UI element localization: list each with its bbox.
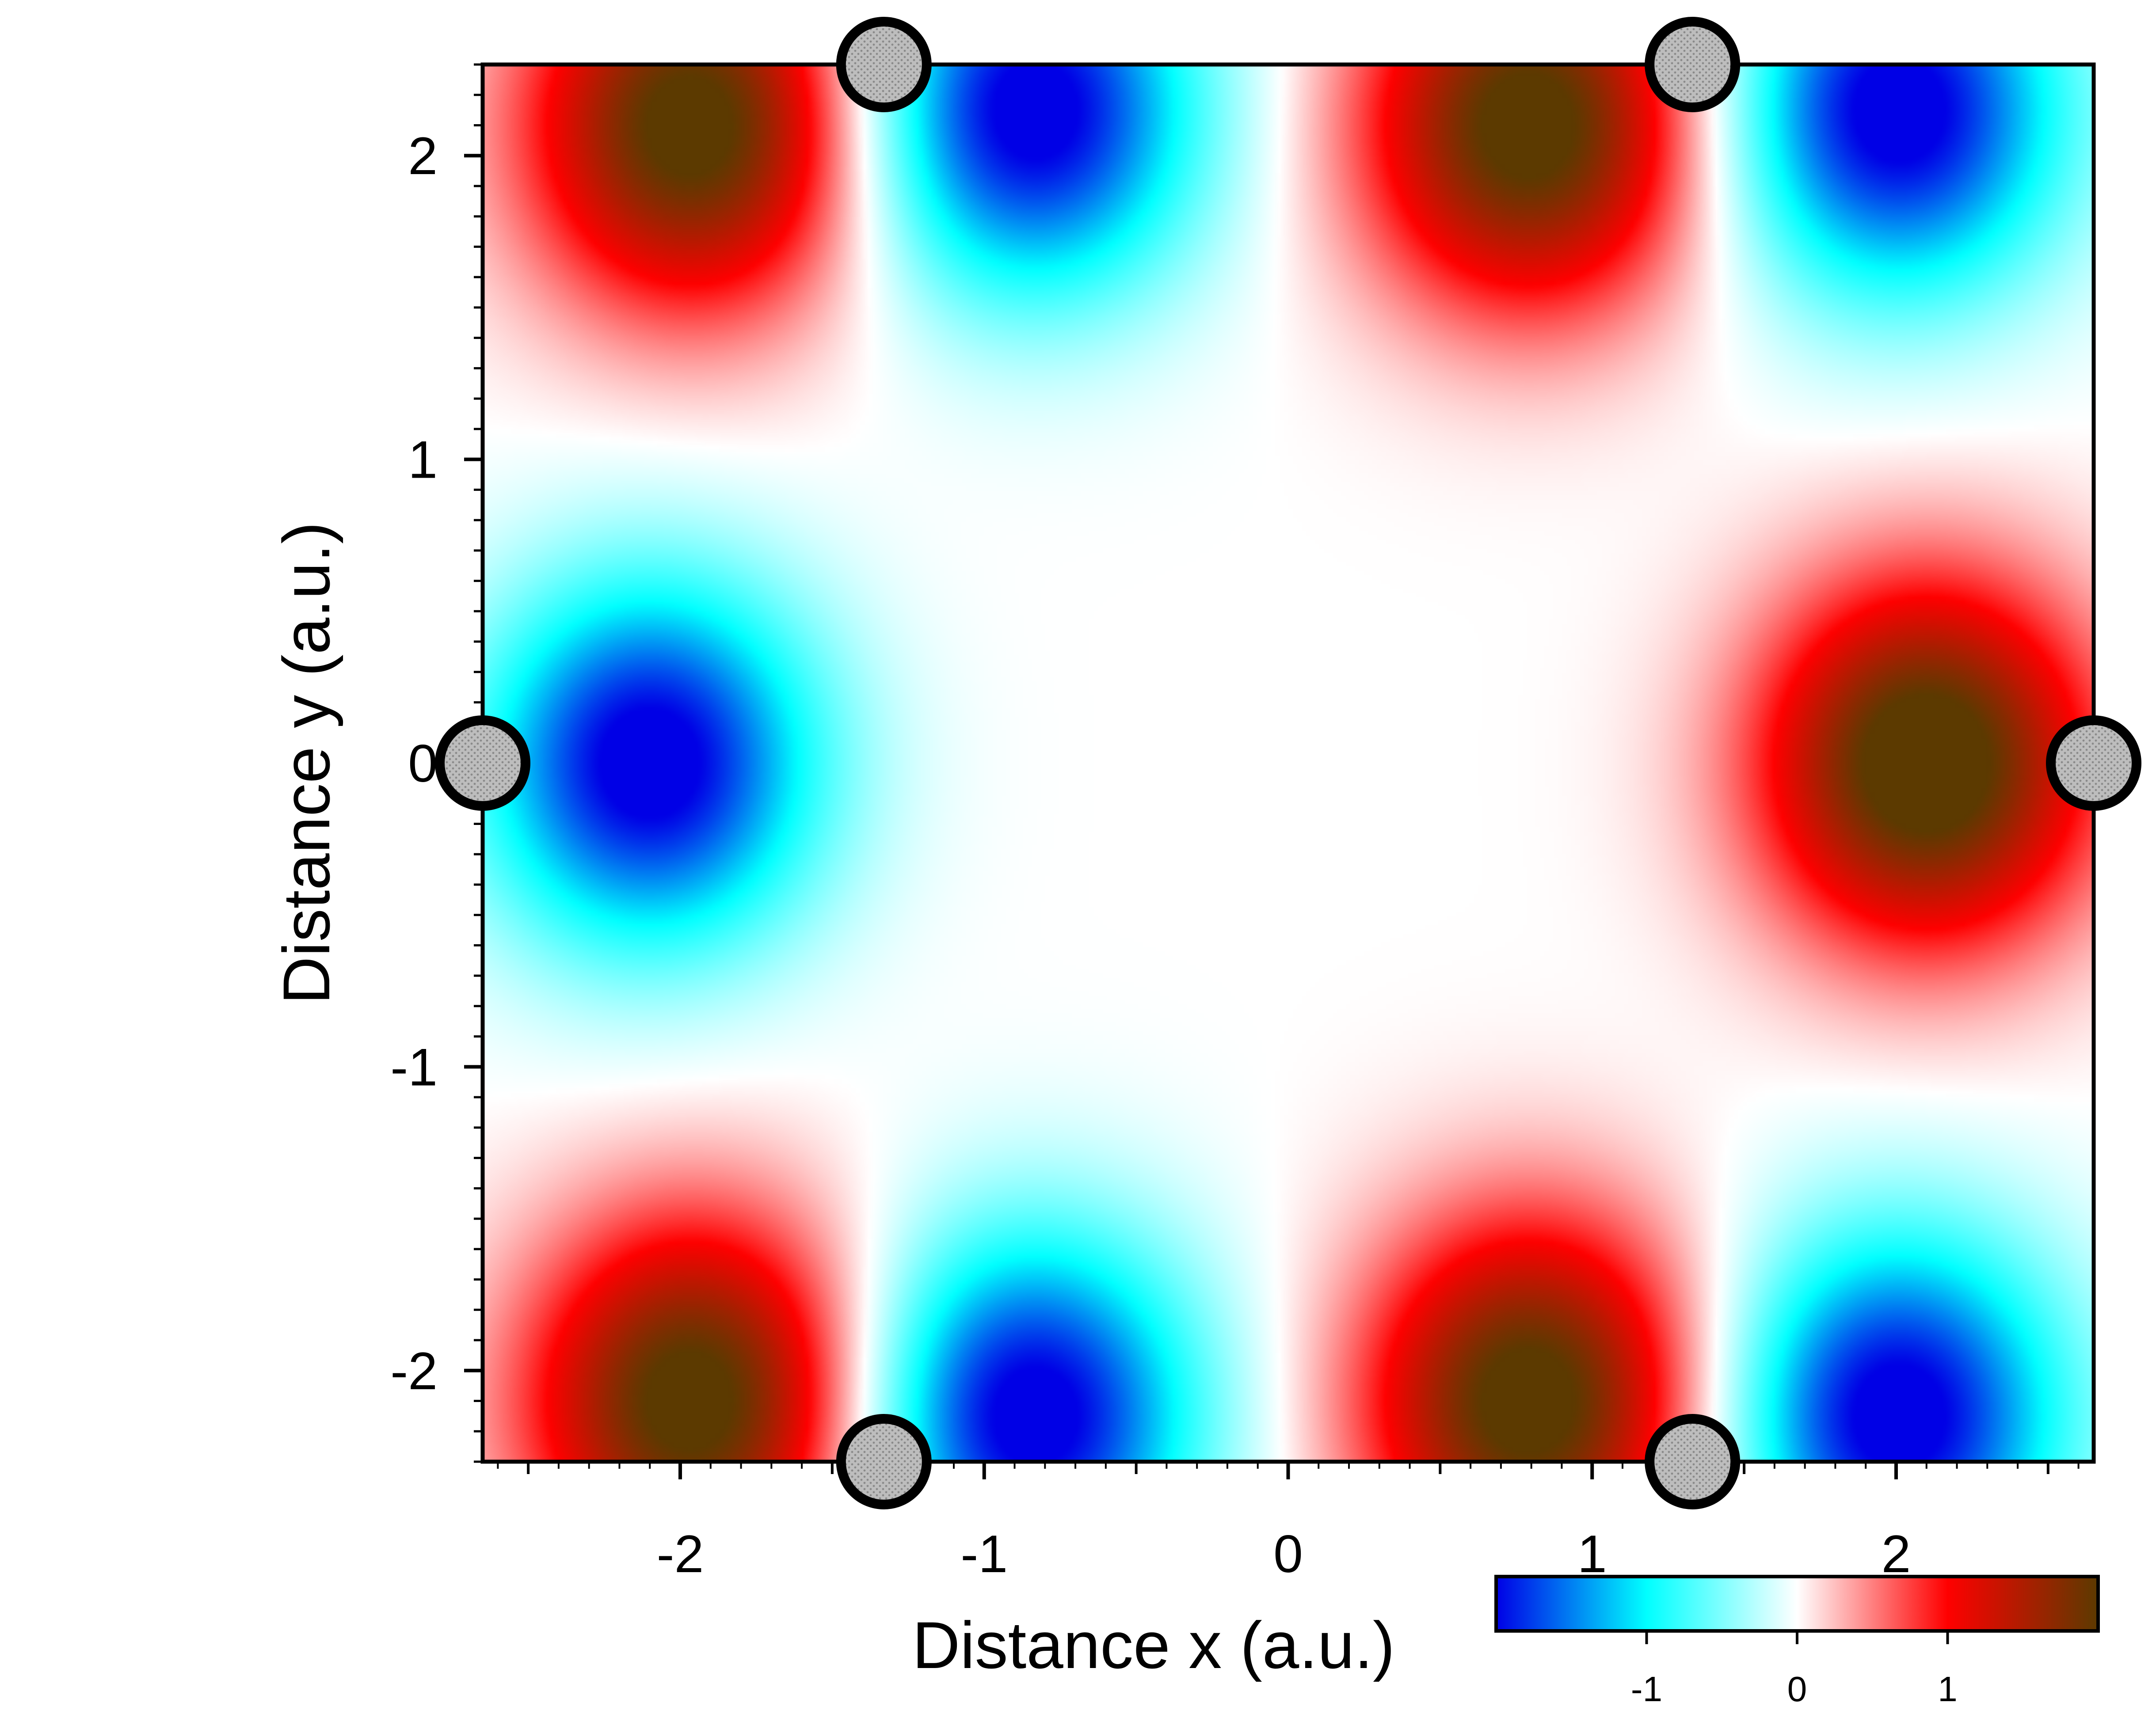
atom-marker — [1645, 17, 1741, 112]
atom-marker — [836, 17, 932, 112]
y-axis: -2 -1 0 1 2 — [390, 63, 483, 1463]
y-tick-label: -2 — [390, 1341, 438, 1401]
x-tick-label: -2 — [657, 1524, 704, 1584]
plot-area — [480, 62, 2096, 1464]
y-tick-label: 0 — [408, 734, 438, 793]
atom-marker — [836, 1414, 932, 1509]
y-tick-label: 1 — [408, 430, 438, 490]
y-tick-label: 2 — [408, 126, 438, 186]
heatmap-image — [483, 65, 2094, 1462]
colorbar-ticks: -1 0 1 — [1631, 1631, 1958, 1709]
colorbar-tick-label: 1 — [1938, 1669, 1958, 1709]
colorbar-fill — [1496, 1577, 2098, 1631]
x-tick-label: 0 — [1273, 1524, 1303, 1584]
colorbar: -1 0 1 — [1494, 1575, 2100, 1709]
x-axis-label: Distance x (a.u.) — [912, 1608, 1395, 1682]
atom-marker — [1645, 1414, 1741, 1509]
atom-markers — [435, 17, 2141, 1509]
colorbar-tick-label: -1 — [1631, 1669, 1662, 1709]
x-tick-label: -1 — [960, 1524, 1008, 1584]
x-tick-label: 1 — [1577, 1524, 1607, 1584]
y-tick-label: -1 — [390, 1037, 438, 1097]
colorbar-tick-label: 0 — [1787, 1669, 1807, 1709]
x-axis: -2 -1 0 1 2 — [497, 1462, 2080, 1584]
atom-marker — [2046, 715, 2141, 811]
y-axis-label: Distance y (a.u.) — [269, 522, 343, 1004]
x-tick-label: 2 — [1882, 1524, 1911, 1584]
atom-marker — [435, 715, 530, 811]
